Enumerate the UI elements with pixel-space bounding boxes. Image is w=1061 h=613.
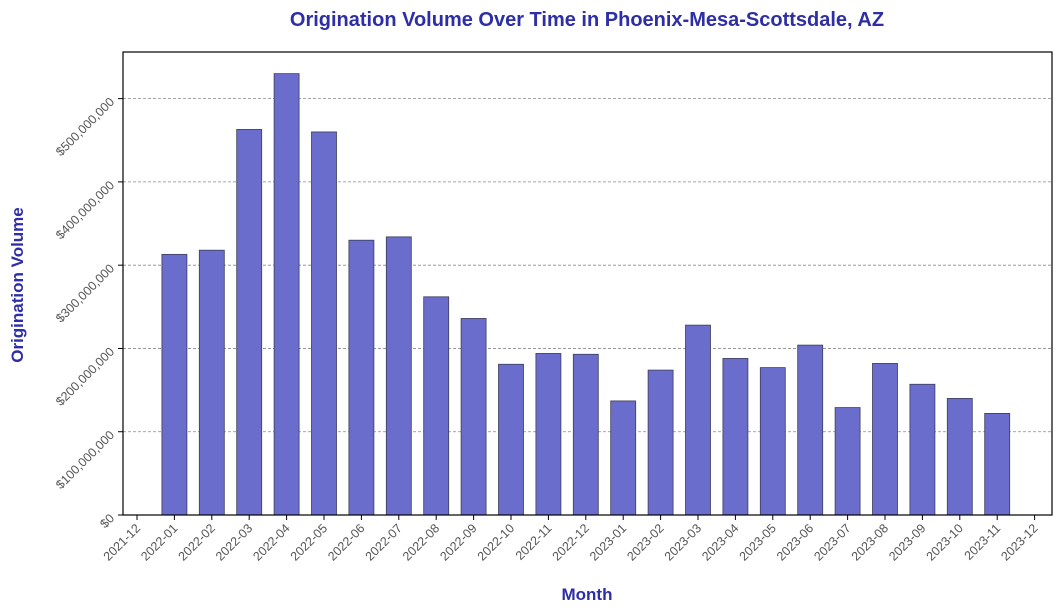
bar-2023-07	[834, 407, 861, 516]
bar-2022-07	[385, 236, 412, 516]
y-axis-label: Origination Volume	[8, 207, 27, 363]
y-tick-label: $500,000,000	[53, 95, 117, 159]
x-tick-label: 2023-09	[886, 521, 928, 563]
y-tick-label: $0	[97, 511, 117, 531]
x-tick-label: 2022-02	[176, 521, 218, 563]
x-tick-label: 2023-08	[849, 521, 891, 563]
x-tick-label: 2022-04	[250, 521, 292, 563]
x-axis-label: Month	[562, 585, 613, 604]
x-tick-label: 2023-07	[811, 521, 853, 563]
y-tick-label: $100,000,000	[53, 428, 117, 492]
x-tick-label: 2023-01	[587, 521, 629, 563]
y-tick-label: $200,000,000	[53, 345, 117, 409]
bar-2022-10	[498, 363, 524, 516]
plot-frame	[122, 51, 1053, 516]
bar-2023-06	[797, 344, 824, 516]
bar-2023-02	[647, 369, 674, 516]
bar-2022-12	[572, 353, 599, 516]
bars	[161, 73, 1011, 516]
x-tick-label: 2023-11	[962, 521, 1004, 563]
bar-2022-09	[460, 318, 487, 516]
bar-2023-11	[984, 413, 1011, 516]
x-tick-label: 2023-06	[774, 521, 816, 563]
x-tick-label: 2023-05	[737, 521, 779, 563]
x-tick-label: 2022-11	[513, 521, 555, 563]
bar-2023-03	[685, 324, 711, 516]
x-tick-label: 2023-12	[998, 521, 1040, 563]
bar-2022-08	[423, 296, 450, 516]
bar-2023-10	[946, 398, 973, 516]
x-axis: 2021-122022-012022-022022-032022-042022-…	[101, 515, 1041, 564]
x-tick-label: 2022-03	[213, 521, 255, 563]
y-axis: $0 $100,000,000 $200,000,000 $300,000,000 $4…	[53, 95, 123, 531]
x-tick-label: 2022-07	[363, 521, 405, 563]
y-tick-label: $300,000,000	[53, 261, 117, 325]
chart-title: Origination Volume Over Time in Phoenix-…	[290, 9, 884, 31]
x-tick-label: 2023-10	[924, 521, 966, 563]
bar-2022-04	[273, 73, 300, 516]
x-tick-label: 2022-10	[475, 521, 517, 563]
bar-2022-11	[535, 353, 562, 516]
bar-2022-03	[236, 129, 263, 516]
x-tick-label: 2022-05	[288, 521, 330, 563]
bar-2023-09	[909, 383, 936, 516]
x-tick-label: 2022-12	[550, 521, 592, 563]
bar-2022-05	[311, 131, 337, 516]
bar-2022-02	[198, 249, 225, 516]
x-tick-label: 2022-09	[437, 521, 479, 563]
bar-2022-01	[161, 253, 188, 516]
x-tick-label: 2023-02	[624, 521, 666, 563]
x-tick-label: 2022-01	[138, 521, 180, 563]
x-tick-label: 2022-08	[400, 521, 442, 563]
bar-2022-06	[348, 239, 375, 516]
x-tick-label: 2023-04	[699, 521, 741, 563]
bar-2023-05	[759, 367, 786, 516]
x-tick-label: 2022-06	[325, 521, 367, 563]
bar-2023-08	[872, 363, 898, 516]
x-tick-label: 2023-03	[662, 521, 704, 563]
y-tick-label: $400,000,000	[53, 178, 117, 242]
bar-2023-01	[610, 400, 637, 516]
bar-2023-04	[722, 358, 749, 516]
